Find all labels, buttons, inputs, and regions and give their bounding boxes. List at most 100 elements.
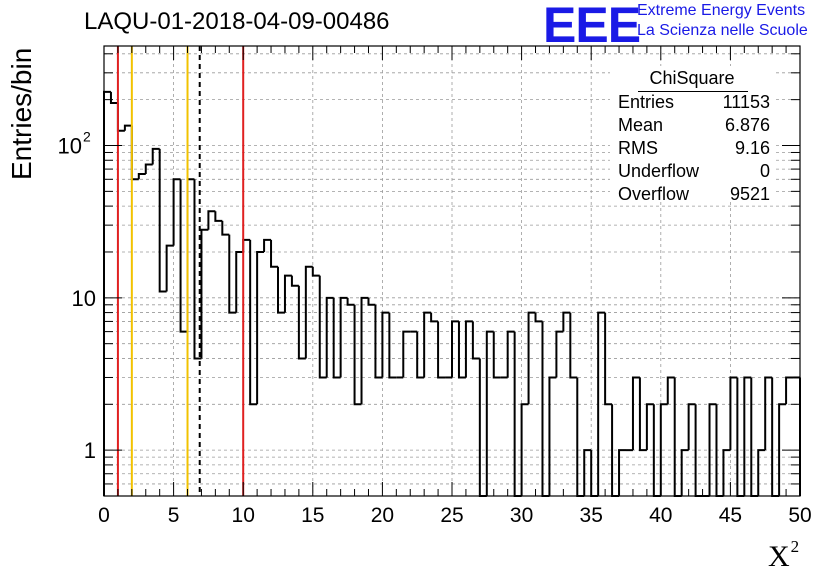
histogram-bin xyxy=(583,449,592,496)
histogram-bin xyxy=(332,297,341,379)
histogram-bin xyxy=(179,179,188,333)
histogram-bin xyxy=(548,376,557,496)
histogram-bin xyxy=(270,239,278,268)
stats-label: RMS xyxy=(618,138,658,158)
histogram-bin xyxy=(771,377,780,497)
histogram-bin xyxy=(374,304,383,379)
grid-lines xyxy=(104,46,800,497)
x-axis-label-base: X xyxy=(768,540,790,573)
logo-text-line2: La Scienza nelle Scuole xyxy=(637,22,808,39)
stats-row-overflow: Overflow 9521 xyxy=(618,184,770,207)
histogram-bin xyxy=(541,321,550,497)
histogram-bin xyxy=(513,331,522,497)
histogram-bin xyxy=(778,403,787,496)
x-axis-label-exponent: 2 xyxy=(790,537,800,556)
histogram-bin xyxy=(750,377,759,497)
histogram-bin xyxy=(109,91,118,105)
histogram-bin xyxy=(277,266,285,314)
histogram-bin xyxy=(165,244,174,292)
x-tick-labels: 0 5 10 15 20 25 30 35 40 45 50 xyxy=(98,504,812,527)
histogram-bin xyxy=(478,358,487,497)
histogram-bin xyxy=(680,449,689,496)
histogram-bin xyxy=(764,376,773,451)
histogram-bin xyxy=(381,311,390,378)
histogram-bin xyxy=(256,250,265,405)
histogram-bin xyxy=(221,220,230,236)
histogram-bin xyxy=(645,403,654,451)
x-axis-label: X2 xyxy=(768,537,799,574)
histogram-bin xyxy=(722,449,731,496)
histogram-bin xyxy=(116,103,125,132)
histogram-bin xyxy=(172,178,181,246)
histogram-bin xyxy=(471,321,480,360)
histogram-bin xyxy=(325,296,334,378)
histogram-bin xyxy=(249,239,258,406)
chart-title: LAQU-01-2018-04-09-00486 xyxy=(84,8,390,35)
histogram-bin xyxy=(576,377,585,497)
histogram-bin xyxy=(618,449,626,496)
histogram-bin xyxy=(193,179,202,360)
histogram-bin xyxy=(123,124,132,131)
histogram-bin xyxy=(263,238,272,252)
histogram-bin xyxy=(729,376,738,451)
histogram-bin xyxy=(423,311,432,378)
x-tick-label: 30 xyxy=(510,504,533,527)
histogram-bin xyxy=(785,376,794,405)
x-tick-label: 0 xyxy=(98,504,110,527)
stats-row-underflow: Underflow 0 xyxy=(618,161,770,184)
histogram-bin xyxy=(638,377,647,452)
stats-row-entries: Entries 11153 xyxy=(618,92,770,115)
histogram-bin xyxy=(297,285,306,360)
histogram-bin xyxy=(200,228,209,359)
histogram-bin xyxy=(158,148,167,293)
histogram-bin xyxy=(631,376,640,451)
histogram-bin xyxy=(186,178,195,332)
stats-label: Overflow xyxy=(618,184,690,204)
x-tick-label: 10 xyxy=(232,504,255,527)
histogram-bin xyxy=(346,297,355,306)
histogram-bin xyxy=(339,296,348,378)
y-tick-label: 1 xyxy=(84,438,96,463)
stats-label: Underflow xyxy=(618,161,700,181)
histogram-bin xyxy=(708,403,717,496)
x-tick-label: 5 xyxy=(168,504,180,527)
y-tick-label-exponent: 2 xyxy=(83,128,91,144)
histogram-bin xyxy=(534,312,543,323)
x-tick-label: 20 xyxy=(371,504,394,527)
y-tick-label: 10 xyxy=(72,286,96,311)
histogram-bin xyxy=(492,331,501,379)
histogram-bin xyxy=(144,163,153,174)
histogram-bin xyxy=(207,210,216,230)
histogram-bin xyxy=(367,297,376,306)
histogram-bin xyxy=(555,330,564,378)
histogram-bin xyxy=(283,274,292,313)
histogram-bin xyxy=(388,312,397,379)
histogram-bin xyxy=(416,331,425,379)
histogram-bin xyxy=(506,330,515,378)
stats-divider xyxy=(638,91,748,92)
histogram-bin xyxy=(437,321,446,379)
histogram xyxy=(103,90,801,497)
stats-value: 9.16 xyxy=(734,138,770,158)
histogram-bin xyxy=(137,172,146,180)
histogram-bin xyxy=(520,403,529,496)
stats-box: ChiSquare Entries 11153 Mean 6.876 RMS 9… xyxy=(610,66,774,204)
histogram-bin xyxy=(451,320,459,378)
x-tick-label: 45 xyxy=(719,504,742,527)
histogram-bin xyxy=(235,250,244,313)
histogram-bin xyxy=(402,330,411,378)
stats-value: 6.876 xyxy=(724,115,770,135)
histogram-bin xyxy=(304,265,313,359)
histogram-bin xyxy=(597,311,606,496)
histogram-bin xyxy=(311,266,320,277)
x-tick-label: 25 xyxy=(440,504,463,527)
histogram-bin xyxy=(659,403,668,496)
stats-row-rms: RMS 9.16 xyxy=(618,138,770,161)
y-tick-label: 10 xyxy=(58,133,82,158)
histogram-bin xyxy=(318,275,327,379)
y-axis-label: Entries/bin xyxy=(6,47,37,180)
stats-value: 0 xyxy=(759,161,770,181)
histogram-bin xyxy=(228,234,237,314)
